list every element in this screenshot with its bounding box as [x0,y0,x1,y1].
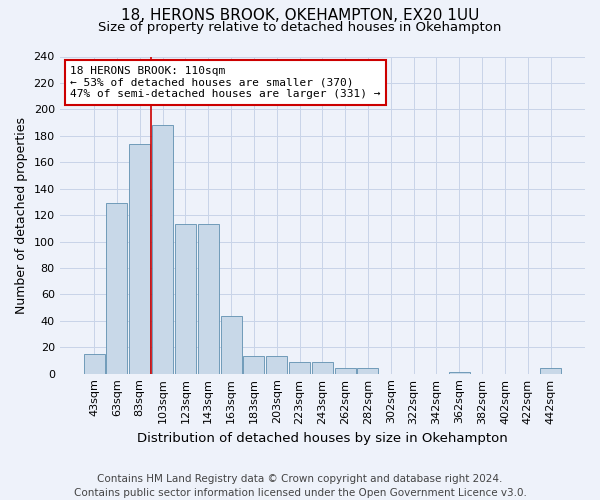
Text: Size of property relative to detached houses in Okehampton: Size of property relative to detached ho… [98,21,502,34]
Bar [129,144,150,374]
Bar [289,362,310,374]
Bar [266,356,287,374]
Bar [312,362,333,374]
Bar [449,372,470,374]
Bar [221,316,242,374]
Bar [83,354,104,374]
Text: 18 HERONS BROOK: 110sqm
← 53% of detached houses are smaller (370)
47% of semi-d: 18 HERONS BROOK: 110sqm ← 53% of detache… [70,66,380,99]
Bar [335,368,356,374]
Bar [540,368,561,374]
Bar [358,368,379,374]
Bar [175,224,196,374]
Text: 18, HERONS BROOK, OKEHAMPTON, EX20 1UU: 18, HERONS BROOK, OKEHAMPTON, EX20 1UU [121,8,479,22]
Y-axis label: Number of detached properties: Number of detached properties [15,116,28,314]
Bar [197,224,218,374]
Bar [244,356,265,374]
Bar [152,125,173,374]
X-axis label: Distribution of detached houses by size in Okehampton: Distribution of detached houses by size … [137,432,508,445]
Bar [106,203,127,374]
Text: Contains HM Land Registry data © Crown copyright and database right 2024.
Contai: Contains HM Land Registry data © Crown c… [74,474,526,498]
